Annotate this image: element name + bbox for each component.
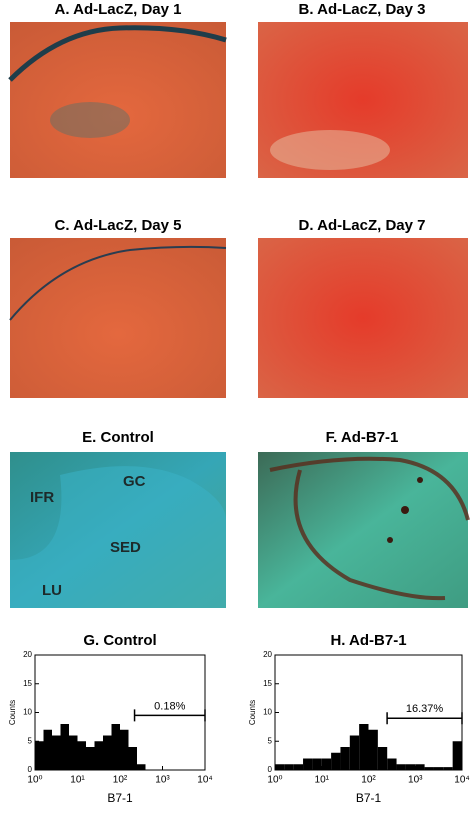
bar [293, 764, 304, 770]
bar [275, 764, 285, 770]
bar [94, 741, 103, 770]
panel-title: D. Ad-LacZ, Day 7 [299, 217, 426, 234]
y-tick-label: 10 [23, 708, 32, 717]
y-tick-label: 0 [268, 765, 273, 774]
panel-title: A. Ad-LacZ, Day 1 [55, 1, 182, 18]
bar [137, 764, 146, 770]
bar [312, 758, 322, 770]
stain [269, 456, 470, 601]
y-tick-label: 5 [28, 736, 33, 745]
bar [359, 724, 369, 770]
chart-title: G. Control [83, 632, 156, 649]
micrograph [10, 238, 226, 398]
bar [284, 764, 294, 770]
bar [452, 741, 462, 770]
bar [340, 747, 350, 770]
bar [377, 747, 388, 770]
bar [35, 741, 44, 770]
texture [270, 130, 390, 170]
region-label: IFR [30, 489, 54, 506]
bar [111, 724, 120, 770]
texture [10, 466, 226, 608]
stain [8, 25, 227, 82]
gate-label: 0.18% [154, 700, 185, 712]
panel-title: B. Ad-LacZ, Day 3 [299, 1, 426, 18]
micrograph [258, 452, 468, 608]
bar [368, 729, 378, 770]
x-axis-label: B7-1 [356, 791, 382, 805]
x-tick-label: 10² [113, 775, 128, 786]
bar [415, 764, 425, 770]
panel-title: F. Ad-B7-1 [326, 429, 399, 446]
panel-title: C. Ad-LacZ, Day 5 [55, 217, 182, 234]
x-tick-label: 10⁰ [267, 775, 282, 786]
bar [433, 767, 444, 770]
bar [396, 764, 406, 770]
bar [69, 735, 78, 770]
bar [321, 758, 332, 770]
bar [349, 735, 360, 770]
stain [387, 537, 393, 543]
bar [86, 747, 95, 770]
micrograph [10, 22, 226, 178]
bar [331, 752, 341, 770]
bar [424, 767, 434, 770]
y-tick-label: 0 [28, 765, 33, 774]
stain [50, 102, 130, 138]
bar [387, 758, 397, 770]
micrograph [258, 238, 468, 398]
region-label: SED [110, 539, 141, 556]
bar [43, 729, 53, 770]
x-axis-label: B7-1 [107, 791, 133, 805]
x-tick-label: 10⁴ [197, 775, 212, 786]
y-axis-label: Counts [8, 700, 17, 725]
panel-title: E. Control [82, 429, 154, 446]
bar [303, 758, 313, 770]
region-label: GC [123, 473, 146, 490]
x-tick-label: 10⁰ [27, 775, 42, 786]
bar [60, 724, 70, 770]
chart-title: H. Ad-B7-1 [330, 632, 406, 649]
stain [9, 245, 227, 321]
y-tick-label: 15 [23, 679, 32, 688]
region-label: LU [42, 582, 62, 599]
bar [120, 729, 129, 770]
bar [52, 735, 61, 770]
x-tick-label: 10² [361, 775, 376, 786]
bar [405, 764, 416, 770]
gate-label: 16.37% [406, 703, 444, 715]
stain [401, 506, 409, 514]
y-axis-label: Counts [248, 700, 257, 725]
bar [77, 741, 87, 770]
y-tick-label: 10 [263, 708, 272, 717]
x-tick-label: 10¹ [70, 775, 85, 786]
bar [102, 735, 112, 770]
y-tick-label: 15 [263, 679, 272, 688]
y-tick-label: 20 [263, 650, 272, 659]
bar [128, 747, 138, 770]
y-tick-label: 20 [23, 650, 32, 659]
stain [417, 477, 423, 483]
y-tick-label: 5 [268, 736, 273, 745]
x-tick-label: 10³ [155, 775, 170, 786]
x-tick-label: 10⁴ [454, 775, 469, 786]
x-tick-label: 10³ [408, 775, 423, 786]
bar [443, 767, 453, 770]
x-tick-label: 10¹ [315, 775, 330, 786]
